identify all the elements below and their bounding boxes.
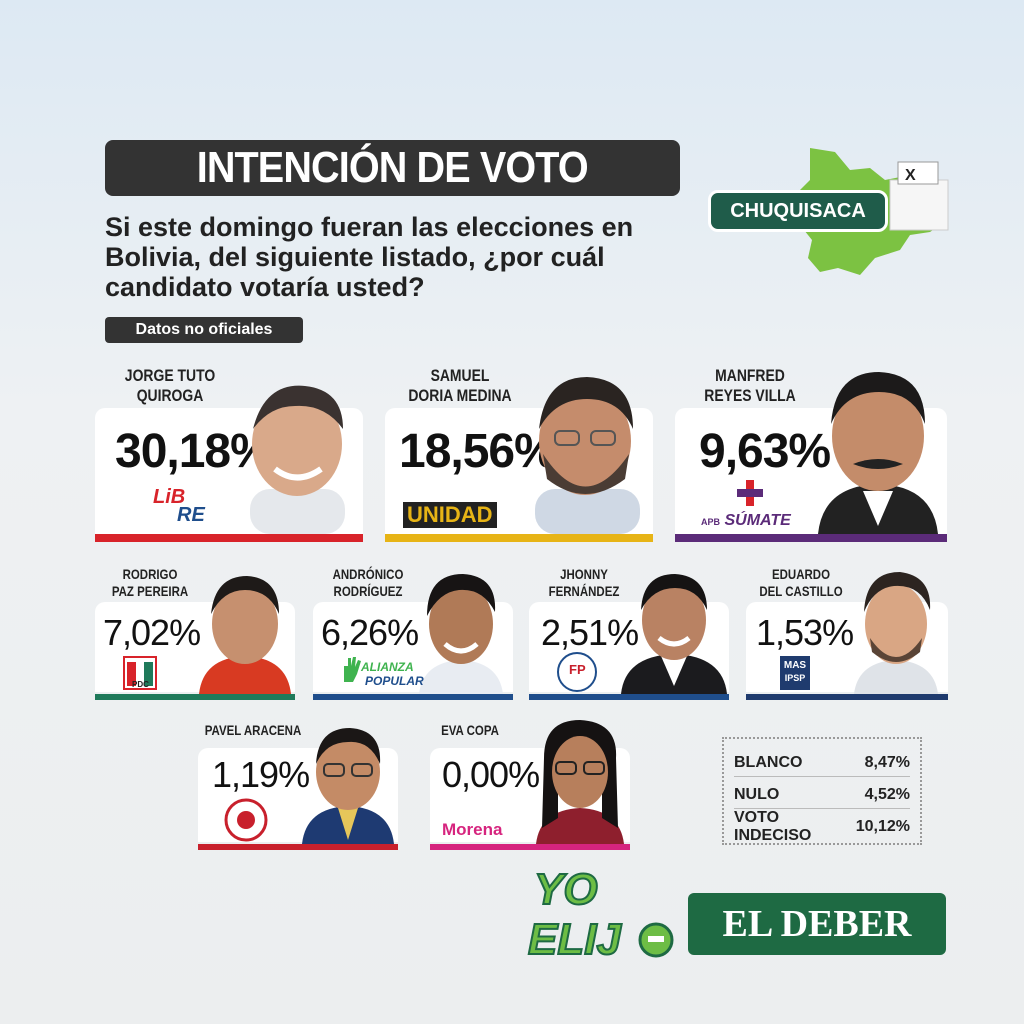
hand-icon (344, 657, 361, 682)
candidate-card-quiroga: JORGE TUTO QUIROGA 30,18% LiB RE (95, 362, 363, 542)
candidate-name: MANFRED REYES VILLA (704, 366, 796, 405)
unidad-logo: UNIDAD (403, 502, 497, 528)
party-color-stripe (529, 694, 729, 700)
candidate-name: SAMUEL DORIA MEDINA (408, 366, 512, 405)
candidate-photo (302, 728, 394, 844)
candidate-photo (419, 574, 503, 694)
candidate-name: ANDRÓNICO RODRÍGUEZ (332, 566, 404, 599)
row-label: NULO (734, 785, 780, 803)
candidate-card-del-castillo: EDUARDO DEL CASTILLO 1,53% MAS IPSP (746, 566, 948, 700)
party-color-stripe (385, 534, 653, 542)
apb-label: APB (701, 517, 721, 527)
candidate-card-doria-medina: SAMUEL DORIA MEDINA 18,56% UNIDAD (385, 362, 653, 542)
sumate-label: SÚMATE (724, 512, 791, 529)
candidate-percent: 1,19% (212, 754, 310, 795)
sumate-cross-icon (737, 480, 763, 506)
candidate-name: EVA COPA (441, 722, 499, 738)
survey-question: Si este domingo fueran las elecciones en… (105, 212, 705, 302)
candidate-photo (621, 574, 727, 694)
row-value: 10,12% (855, 818, 910, 835)
candidate-percent: 7,02% (103, 612, 201, 653)
yo-text: YO (534, 865, 598, 914)
table-row: BLANCO 8,47% (734, 749, 910, 777)
candidate-percent: 0,00% (442, 754, 540, 795)
party-color-stripe (675, 534, 947, 542)
region-badge: CHUQUISACA (708, 190, 888, 232)
candidate-percent: 30,18% (115, 425, 273, 478)
candidate-percent: 9,63% (699, 425, 831, 478)
candidate-photo (854, 572, 938, 694)
libre-logo: LiB RE (153, 486, 205, 526)
candidate-photo (199, 576, 291, 694)
table-row: NULO 4,52% (734, 781, 910, 809)
row-label: BLANCO (734, 753, 803, 771)
fp-logo: FP (557, 652, 597, 692)
pdc-label: PDC (132, 680, 149, 689)
candidate-photo (250, 385, 345, 534)
question-line: Bolivia, del siguiente listado, ¿por cuá… (105, 242, 605, 272)
row-label: VOTO INDECISO (734, 809, 812, 844)
candidate-percent: 2,51% (541, 612, 639, 653)
pdc-logo: PDC (123, 656, 157, 690)
candidate-percent: 6,26% (321, 612, 419, 653)
candidate-card-copa: EVA COPA 0,00% Morena (430, 720, 630, 850)
ipsp-label: IPSP (784, 673, 806, 683)
row-value: 4,52% (864, 785, 910, 803)
candidate-name: RODRIGO PAZ PEREIRA (111, 566, 189, 599)
fp-label: FP (569, 662, 586, 677)
disclaimer-badge: Datos no oficiales (105, 317, 303, 343)
party-color-stripe (198, 844, 398, 850)
el-deber-logo: EL DEBER (688, 893, 946, 955)
question-line: candidato votaría usted? (105, 272, 425, 302)
ballot-box-icon: X (889, 161, 949, 231)
candidate-photo (536, 720, 624, 844)
party-color-stripe (95, 534, 363, 542)
other-votes-table: BLANCO 8,47% NULO 4,52% VOTO INDECISO 10… (722, 737, 922, 845)
mas-ipsp-logo: MAS IPSP (780, 656, 810, 690)
candidate-card-aracena: PAVEL ARACENA 1,19% (198, 722, 398, 850)
party-color-stripe (430, 844, 630, 850)
page-title: INTENCIÓN DE VOTO (196, 143, 589, 192)
candidate-photo (818, 372, 938, 534)
region-emblem: X CHUQUISACA (700, 140, 960, 280)
question-line: Si este domingo fueran las elecciones en (105, 212, 634, 242)
table-row: VOTO INDECISO 10,12% (734, 809, 910, 844)
brand-name: EL DEBER (722, 903, 912, 945)
ballot-mark: X (905, 167, 916, 184)
candidate-name: PAVEL ARACENA (204, 722, 302, 738)
libre-logo-top: LiB (153, 486, 186, 508)
libertad-progreso-logo (224, 798, 268, 842)
candidate-percent: 1,53% (756, 612, 854, 653)
alianza-label: ALIANZA (361, 660, 414, 674)
candidate-percent: 18,56% (399, 425, 557, 478)
candidate-name: JHONNY FERNÁNDEZ (548, 566, 620, 599)
party-color-stripe (95, 694, 295, 700)
row-value: 8,47% (864, 753, 910, 771)
candidate-name: JORGE TUTO QUIROGA (124, 366, 216, 405)
libre-logo-bottom: RE (177, 504, 205, 526)
candidate-card-fernandez: JHONNY FERNÁNDEZ 2,51% FP (529, 566, 729, 700)
elijo-text: ELIJ (528, 915, 622, 960)
candidate-photo (535, 377, 640, 534)
yo-elijo-logo: YO ELIJ (524, 860, 684, 965)
party-color-stripe (746, 694, 948, 700)
mas-label: MAS (783, 660, 807, 671)
party-color-stripe (313, 694, 513, 700)
alianza-popular-logo: ALIANZA POPULAR (341, 654, 424, 692)
title-banner: INTENCIÓN DE VOTO (105, 140, 680, 196)
popular-label: POPULAR (365, 674, 424, 688)
candidate-card-reyes-villa: MANFRED REYES VILLA 9,63% APB SÚMATE (675, 362, 947, 542)
candidate-name: EDUARDO DEL CASTILLO (759, 566, 843, 599)
candidate-card-paz-pereira: RODRIGO PAZ PEREIRA 7,02% PDC (95, 566, 295, 700)
morena-logo: Morena (442, 820, 503, 839)
candidate-card-rodriguez: ANDRÓNICO RODRÍGUEZ 6,26% ALIANZA POPULA… (313, 566, 513, 700)
